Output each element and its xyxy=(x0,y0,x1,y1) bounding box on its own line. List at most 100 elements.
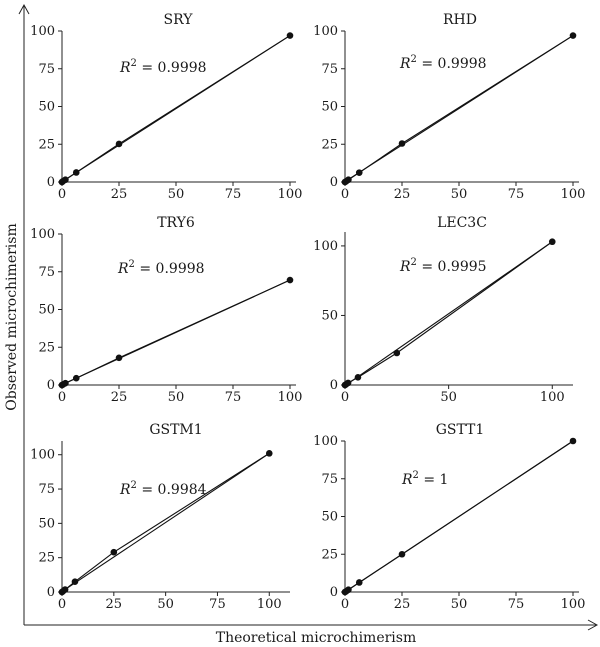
x-tick-label: 100 xyxy=(278,390,303,405)
data-point xyxy=(286,32,294,39)
y-tick-label: 25 xyxy=(38,137,55,152)
y-tick-label: 100 xyxy=(30,227,55,242)
x-tick-label: 0 xyxy=(58,390,66,405)
x-tick-label: 0 xyxy=(341,390,349,405)
r-squared-symbol: R xyxy=(401,472,413,488)
data-point xyxy=(398,550,406,558)
trendline xyxy=(61,452,270,593)
x-tick-label: 0 xyxy=(341,187,349,202)
x-tick-label: 0 xyxy=(58,597,66,612)
y-tick-label: 50 xyxy=(321,308,338,323)
trendline xyxy=(344,35,574,183)
x-tick-label: 50 xyxy=(451,187,468,202)
x-tick-label: 75 xyxy=(508,187,525,202)
data-point xyxy=(345,176,352,184)
r-squared-value: = 0.9984 xyxy=(137,482,207,498)
r-squared-symbol: R xyxy=(117,261,129,277)
r-squared-annotation: R2 = 0.9998 xyxy=(399,54,487,72)
x-tick-label: 100 xyxy=(561,597,586,612)
x-tick-label: 100 xyxy=(278,187,303,202)
r-squared-value: = 0.9995 xyxy=(417,259,487,275)
x-tick-label: 100 xyxy=(257,597,282,612)
y-tick-label: 0 xyxy=(330,585,338,600)
x-tick-label: 75 xyxy=(508,597,525,612)
y-tick-label: 100 xyxy=(313,434,338,449)
trendline xyxy=(344,241,553,387)
y-tick-label: 25 xyxy=(321,547,338,562)
y-tick-label: 75 xyxy=(38,265,55,280)
x-tick-label: 50 xyxy=(157,597,174,612)
x-tick-label: 75 xyxy=(209,597,226,612)
data-point xyxy=(355,579,363,586)
r-squared-exponent: 2 xyxy=(131,58,137,69)
x-tick-label: 25 xyxy=(394,187,411,202)
data-point xyxy=(354,374,362,381)
y-tick-label: 75 xyxy=(321,472,338,487)
x-tick-label: 0 xyxy=(58,187,66,202)
y-tick-label: 0 xyxy=(47,585,55,600)
data-point xyxy=(115,140,123,148)
r-squared-annotation: R2 = 0.9998 xyxy=(119,58,207,76)
outer-y-axis-title: Observed microchimerism xyxy=(4,223,20,410)
x-tick-label: 25 xyxy=(111,390,128,405)
panel-title: RHD xyxy=(443,12,477,28)
data-point xyxy=(355,169,363,176)
r-squared-exponent: 2 xyxy=(411,257,417,268)
chart-panel-gstt1: 0 25 50 75 100 0 25 50 75 100 GSTT1 R2 = 1 xyxy=(313,422,585,612)
outer-x-arrow-icon xyxy=(587,619,599,631)
x-tick-label: 75 xyxy=(225,390,242,405)
x-tick-label: 100 xyxy=(540,390,565,405)
y-tick-label: 75 xyxy=(38,62,55,77)
r-squared-annotation: R2 = 0.9995 xyxy=(399,257,487,275)
y-tick-label: 0 xyxy=(330,175,338,190)
r-squared-value: = 0.9998 xyxy=(137,60,207,76)
chart-panel-gstm1: 0 25 50 75 100 0 25 50 75 100 GSTM1 R2 = 0.9984 xyxy=(30,422,290,612)
data-point xyxy=(569,437,577,445)
r-squared-symbol: R xyxy=(119,60,131,76)
y-tick-label: 75 xyxy=(321,62,338,77)
x-tick-label: 0 xyxy=(341,597,349,612)
y-tick-label: 100 xyxy=(313,24,338,39)
data-point xyxy=(398,140,406,147)
x-tick-label: 25 xyxy=(394,597,411,612)
y-tick-label: 0 xyxy=(47,378,55,393)
y-tick-label: 50 xyxy=(321,510,338,525)
y-tick-label: 50 xyxy=(321,100,338,115)
r-squared-value: = 0.9998 xyxy=(417,56,487,72)
chart-panel-try6: 0 25 50 75 100 0 25 50 75 100 TRY6 R2 = 0.9998 xyxy=(30,215,302,405)
data-point xyxy=(72,169,80,176)
x-tick-label: 50 xyxy=(440,390,457,405)
data-point xyxy=(110,548,118,556)
y-tick-label: 100 xyxy=(30,448,55,463)
data-point xyxy=(71,578,79,586)
outer-axes xyxy=(18,3,599,631)
trendline xyxy=(344,440,574,593)
y-tick-label: 0 xyxy=(330,378,338,393)
r-squared-exponent: 2 xyxy=(129,259,135,270)
y-tick-label: 25 xyxy=(38,551,55,566)
data-point xyxy=(62,379,69,387)
panel-title: GSTM1 xyxy=(149,422,202,438)
data-point xyxy=(265,450,273,457)
r-squared-annotation: R2 = 0.9984 xyxy=(119,480,207,498)
data-point xyxy=(393,349,401,357)
y-tick-label: 50 xyxy=(38,516,55,531)
y-tick-label: 50 xyxy=(38,100,55,115)
data-point xyxy=(569,32,577,39)
x-tick-label: 50 xyxy=(168,187,185,202)
r-squared-exponent: 2 xyxy=(411,54,417,65)
data-point xyxy=(344,379,352,387)
x-tick-label: 50 xyxy=(168,390,185,405)
panel-title: SRY xyxy=(164,12,194,28)
r-squared-annotation: R2 = 0.9998 xyxy=(117,259,205,277)
trendline xyxy=(61,35,291,183)
panel-title: LEC3C xyxy=(437,215,487,231)
y-tick-label: 100 xyxy=(313,239,338,254)
trendline xyxy=(61,279,291,386)
x-tick-label: 25 xyxy=(111,187,128,202)
data-point xyxy=(72,374,80,382)
data-point xyxy=(286,276,294,284)
x-tick-label: 75 xyxy=(225,187,242,202)
